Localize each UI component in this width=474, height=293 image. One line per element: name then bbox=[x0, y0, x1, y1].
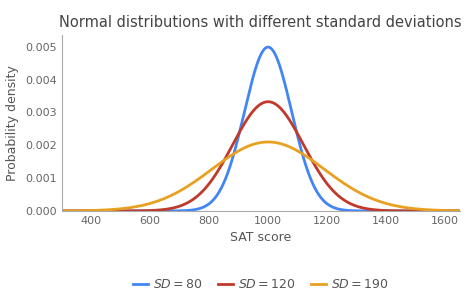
$SD =120$ bbox=[59, 209, 64, 213]
$SD =120$ bbox=[446, 209, 451, 213]
Line: $SD =120$: $SD =120$ bbox=[62, 102, 460, 211]
$SD = 190$ bbox=[373, 198, 378, 202]
$SD = 190$ bbox=[59, 209, 64, 213]
$SD =120$ bbox=[252, 107, 258, 110]
Line: $SD = 190$: $SD = 190$ bbox=[62, 142, 460, 211]
$SD= 80$ bbox=[59, 209, 64, 213]
$SD = 190$ bbox=[457, 209, 463, 212]
$SD = 190$ bbox=[252, 142, 258, 146]
$SD =120$ bbox=[446, 209, 451, 213]
$SD =120$ bbox=[79, 209, 85, 213]
Legend: $SD= 80$, $SD =120$, $SD = 190$: $SD= 80$, $SD =120$, $SD = 190$ bbox=[128, 273, 393, 293]
$SD = 190$ bbox=[265, 140, 271, 144]
$SD= 80$ bbox=[446, 209, 451, 213]
Title: Normal distributions with different standard deviations: Normal distributions with different stan… bbox=[59, 15, 462, 30]
Y-axis label: Probability density: Probability density bbox=[7, 65, 19, 181]
Line: $SD= 80$: $SD= 80$ bbox=[62, 47, 460, 211]
$SD = 190$ bbox=[446, 209, 451, 212]
$SD= 80$ bbox=[242, 109, 247, 113]
$SD= 80$ bbox=[252, 68, 258, 71]
$SD= 80$ bbox=[446, 209, 451, 213]
$SD =120$ bbox=[242, 121, 247, 125]
$SD =120$ bbox=[265, 100, 271, 103]
$SD= 80$ bbox=[265, 45, 271, 49]
$SD= 80$ bbox=[79, 209, 85, 213]
$SD =120$ bbox=[373, 208, 378, 212]
$SD= 80$ bbox=[373, 209, 378, 213]
$SD = 190$ bbox=[242, 146, 247, 149]
$SD= 80$ bbox=[457, 209, 463, 213]
$SD =120$ bbox=[457, 209, 463, 213]
X-axis label: SAT score: SAT score bbox=[230, 231, 292, 244]
$SD = 190$ bbox=[79, 209, 85, 212]
$SD = 190$ bbox=[446, 209, 451, 212]
